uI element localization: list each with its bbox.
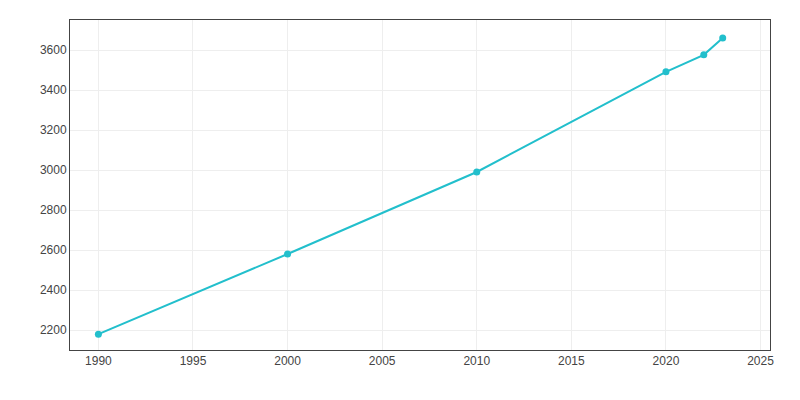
svg-text:2015: 2015	[558, 354, 585, 368]
svg-text:3400: 3400	[40, 83, 67, 97]
svg-text:2005: 2005	[369, 354, 396, 368]
svg-text:3000: 3000	[40, 163, 67, 177]
svg-text:1990: 1990	[85, 354, 112, 368]
svg-text:3600: 3600	[40, 43, 67, 57]
svg-text:2400: 2400	[40, 283, 67, 297]
svg-text:2020: 2020	[653, 354, 680, 368]
svg-text:2025: 2025	[747, 354, 774, 368]
svg-text:1995: 1995	[180, 354, 207, 368]
svg-text:2000: 2000	[274, 354, 301, 368]
svg-text:2600: 2600	[40, 243, 67, 257]
svg-text:2010: 2010	[463, 354, 490, 368]
svg-text:2800: 2800	[40, 203, 67, 217]
svg-text:2200: 2200	[40, 323, 67, 337]
svg-text:3200: 3200	[40, 123, 67, 137]
